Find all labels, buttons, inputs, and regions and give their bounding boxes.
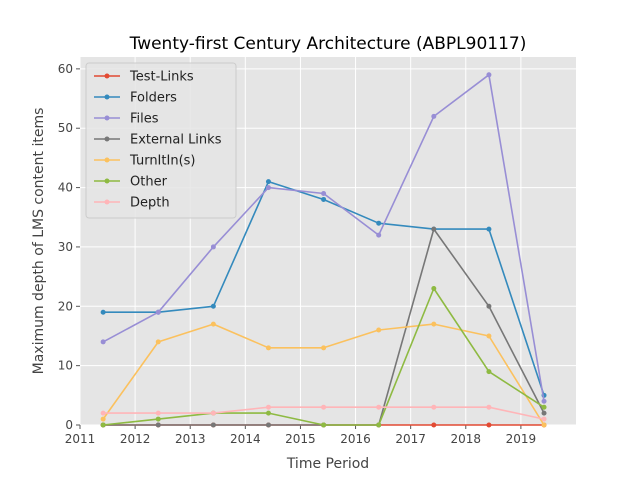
- data-point-depth: [265, 404, 271, 410]
- legend-marker-other: [104, 178, 110, 184]
- x-tick-label: 2018: [451, 432, 482, 446]
- data-point-other: [376, 422, 382, 428]
- data-point-turnitin-s: [321, 345, 327, 351]
- legend-marker-folders: [104, 94, 110, 100]
- data-point-depth: [100, 410, 106, 416]
- data-point-turnitin-s: [100, 416, 106, 422]
- x-tick-label: 2014: [230, 432, 261, 446]
- legend-marker-external-links: [104, 136, 110, 142]
- x-tick-label: 2019: [506, 432, 537, 446]
- x-axis-ticks: 2011 2012 2013 2014 2015 2016 2017 2018 2019: [65, 425, 536, 446]
- y-tick-label: 40: [58, 181, 73, 195]
- data-point-files: [155, 309, 161, 315]
- legend-label-turnitin-s: TurnItIn(s): [129, 154, 195, 169]
- x-axis-label: Time Period: [286, 456, 369, 472]
- data-point-other: [321, 422, 327, 428]
- data-point-folders: [376, 220, 382, 226]
- y-tick-label: 0: [65, 418, 73, 432]
- data-point-files: [431, 113, 437, 119]
- x-tick-label: 2012: [120, 432, 151, 446]
- data-point-depth: [210, 410, 216, 416]
- data-point-other: [486, 369, 492, 375]
- data-point-depth: [376, 404, 382, 410]
- legend-box: [85, 62, 237, 219]
- data-point-depth: [155, 410, 161, 416]
- chart-title: Twenty-first Century Architecture (ABPL9…: [129, 34, 527, 54]
- data-point-folders: [486, 226, 492, 232]
- data-point-other: [100, 422, 106, 428]
- data-point-files: [321, 191, 327, 197]
- data-point-turnitin-s: [431, 321, 437, 327]
- y-axis-ticks: 0 10 20 30 40 50 60: [58, 62, 80, 432]
- data-point-test-links: [486, 422, 492, 428]
- data-point-turnitin-s: [265, 345, 271, 351]
- data-point-files: [265, 185, 271, 191]
- data-point-other: [541, 404, 547, 410]
- data-point-folders: [321, 196, 327, 202]
- data-point-turnitin-s: [155, 339, 161, 345]
- data-point-external-links: [210, 422, 216, 428]
- data-point-turnitin-s: [541, 422, 547, 428]
- data-point-depth: [321, 404, 327, 410]
- data-point-turnitin-s: [376, 327, 382, 333]
- data-point-depth: [486, 404, 492, 410]
- x-tick-label: 2015: [285, 432, 316, 446]
- data-point-turnitin-s: [210, 321, 216, 327]
- x-tick-label: 2016: [340, 432, 371, 446]
- legend: Test-Links Folders Files External Links Turn…: [85, 62, 237, 219]
- data-point-other: [265, 410, 271, 416]
- data-point-external-links: [265, 422, 271, 428]
- data-point-test-links: [431, 422, 437, 428]
- data-point-other: [431, 285, 437, 291]
- data-point-external-links: [486, 303, 492, 309]
- y-tick-label: 20: [58, 299, 73, 313]
- y-tick-label: 30: [58, 240, 73, 254]
- legend-label-depth: Depth: [130, 196, 170, 211]
- legend-label-other: Other: [130, 175, 168, 190]
- data-point-files: [376, 232, 382, 238]
- data-point-files: [541, 398, 547, 404]
- legend-marker-files: [104, 115, 110, 121]
- y-tick-label: 50: [58, 121, 73, 135]
- data-point-files: [210, 244, 216, 250]
- series-depth: [100, 404, 547, 422]
- data-point-depth: [431, 404, 437, 410]
- series-layer: [100, 72, 547, 428]
- legend-label-folders: Folders: [130, 91, 177, 106]
- data-point-files: [100, 339, 106, 345]
- data-point-turnitin-s: [486, 333, 492, 339]
- legend-label-files: Files: [130, 112, 159, 127]
- data-point-folders: [210, 303, 216, 309]
- data-point-files: [486, 72, 492, 78]
- series-files: [100, 72, 547, 404]
- legend-label-test-links: Test-Links: [129, 70, 194, 85]
- x-tick-label: 2013: [175, 432, 206, 446]
- y-tick-label: 60: [58, 62, 73, 76]
- data-point-external-links: [155, 422, 161, 428]
- y-axis-label: Maximum depth of LMS content items: [31, 108, 47, 375]
- x-tick-label: 2017: [395, 432, 426, 446]
- data-point-folders: [265, 179, 271, 185]
- legend-label-external-links: External Links: [130, 133, 222, 148]
- data-point-external-links: [431, 226, 437, 232]
- legend-marker-turnitin-s: [104, 157, 110, 163]
- legend-marker-depth: [104, 199, 110, 205]
- legend-marker-test-links: [104, 73, 110, 79]
- data-point-external-links: [541, 410, 547, 416]
- y-tick-label: 10: [58, 359, 73, 373]
- data-point-other: [155, 416, 161, 422]
- x-tick-label: 2011: [65, 432, 96, 446]
- series-folders: [100, 179, 547, 398]
- data-point-folders: [100, 309, 106, 315]
- series-turnitin-s: [100, 321, 547, 428]
- data-point-depth: [541, 416, 547, 422]
